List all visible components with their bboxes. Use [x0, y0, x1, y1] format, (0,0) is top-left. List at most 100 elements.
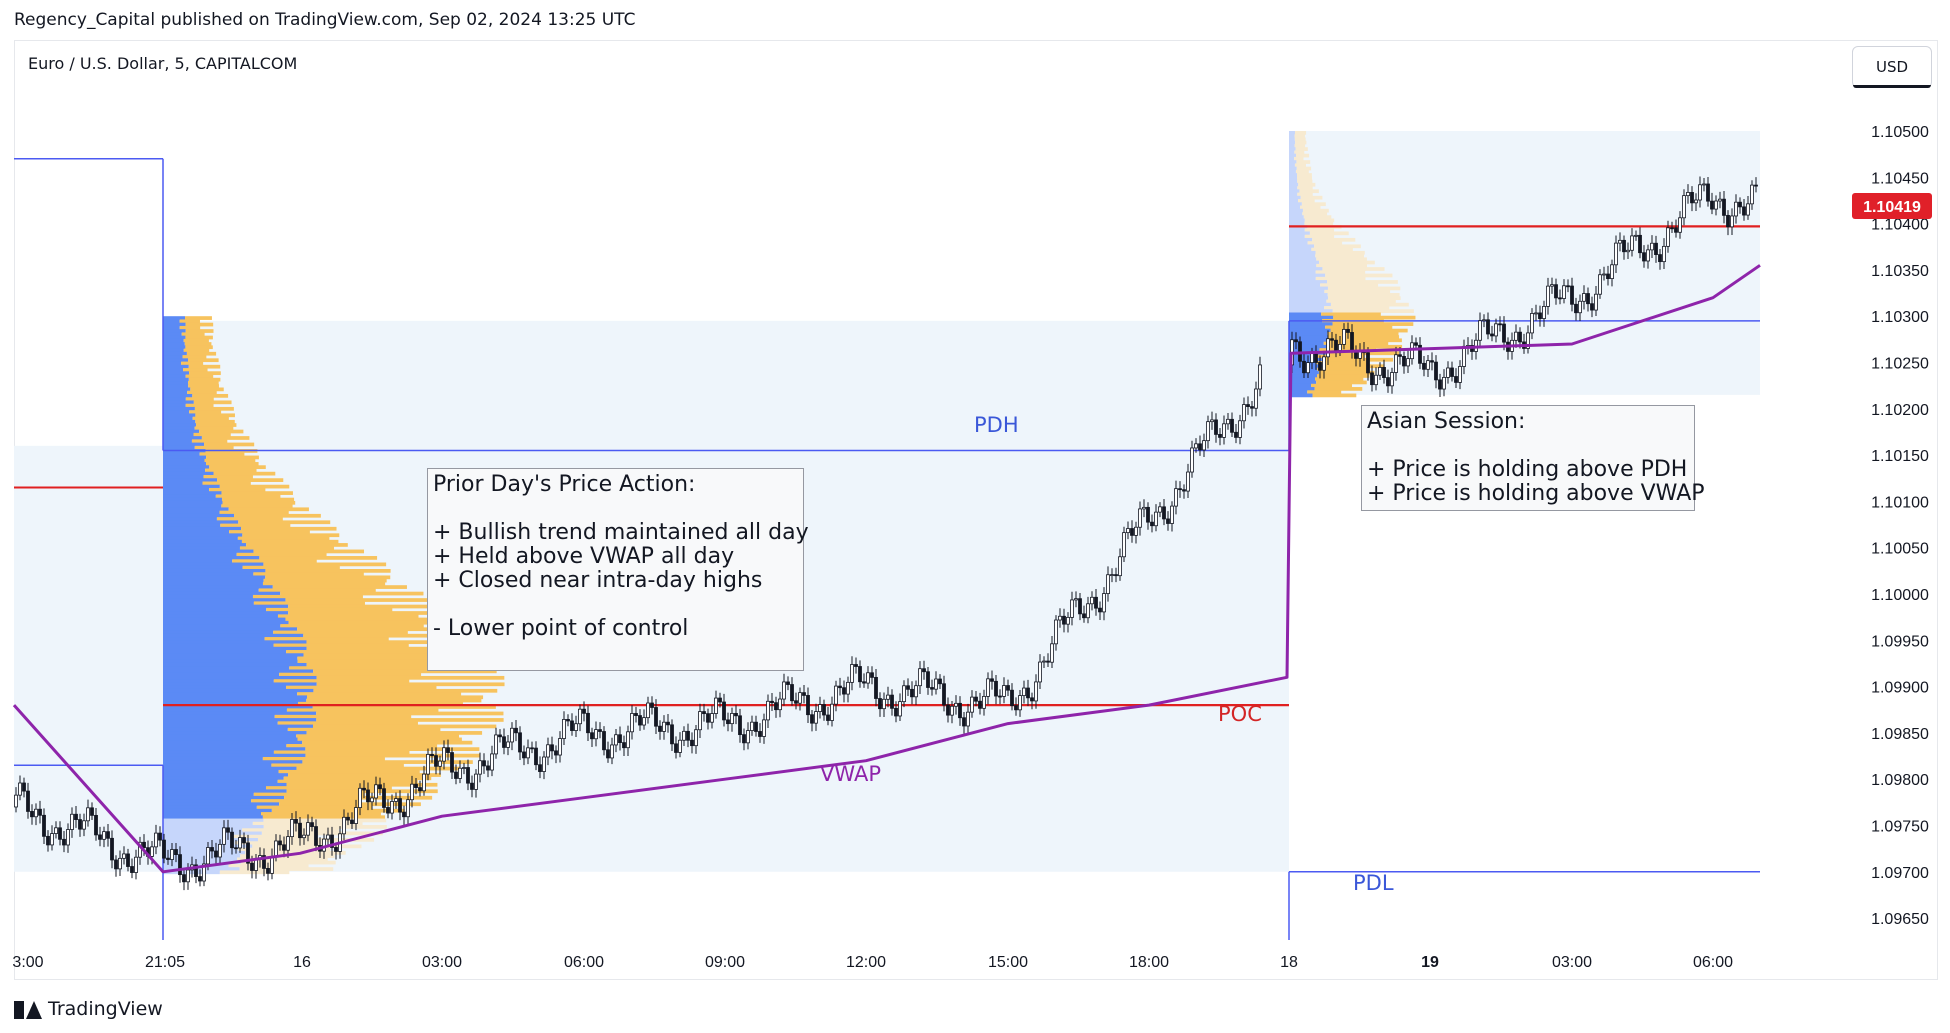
candle	[1662, 238, 1666, 270]
candle	[358, 783, 362, 816]
candle	[134, 849, 138, 880]
profile-bar-blue	[1289, 205, 1301, 210]
candle-body	[870, 672, 874, 678]
profile-bar-yellow	[189, 410, 222, 414]
candle	[770, 692, 774, 711]
profile-bar-yellow	[1327, 335, 1400, 339]
candle-body	[198, 876, 202, 882]
candle-body	[1050, 643, 1054, 663]
asian-session-annotation[interactable]: Asian Session: + Price is holding above …	[1361, 405, 1705, 511]
candle	[898, 693, 902, 722]
profile-bar-blue	[1289, 315, 1334, 320]
profile-bar-blue	[1289, 192, 1298, 197]
profile-bar-blue	[163, 387, 191, 392]
profile-bar-blue	[163, 763, 272, 768]
y-tick-label: 1.10000	[1871, 587, 1929, 604]
candle	[954, 695, 958, 715]
candle-body	[378, 784, 382, 790]
profile-bar-yellow	[1294, 150, 1305, 155]
candle-body	[226, 827, 230, 833]
candle-body	[114, 859, 118, 870]
profile-bar-blue	[1289, 182, 1299, 187]
profile-bar-yellow	[307, 695, 484, 700]
profile-bar-blue	[163, 640, 307, 645]
profile-bar-blue	[163, 786, 266, 790]
candle	[82, 813, 86, 837]
profile-bar-blue	[163, 374, 186, 379]
profile-bar-yellow	[188, 364, 221, 369]
candle-body	[322, 838, 326, 852]
candle	[1182, 484, 1186, 499]
candle-body	[1530, 313, 1534, 334]
candle-body	[474, 773, 478, 790]
candle	[1406, 350, 1410, 373]
candle-body	[430, 754, 434, 757]
candle	[166, 849, 170, 865]
candle	[1122, 526, 1126, 563]
currency-button[interactable]: USD	[1852, 46, 1932, 88]
candle	[1390, 367, 1394, 394]
candle	[1210, 411, 1214, 430]
candle-body	[934, 678, 938, 690]
candle	[970, 690, 974, 718]
candle	[918, 661, 922, 695]
candle-body	[1514, 331, 1518, 341]
profile-bar-blue	[1289, 147, 1296, 151]
profile-bar-blue	[163, 850, 246, 855]
profile-bar-blue	[1289, 202, 1302, 207]
profile-bar-yellow	[1323, 341, 1389, 346]
profile-bar-blue	[163, 523, 221, 528]
candle	[914, 680, 918, 705]
candle-body	[1430, 360, 1434, 363]
profile-bar-blue	[163, 491, 222, 495]
profile-bar-yellow	[297, 656, 462, 661]
candle	[950, 700, 954, 724]
candle-body	[654, 707, 658, 727]
candle-body	[1398, 354, 1402, 357]
profile-bar-yellow	[236, 552, 327, 557]
candle	[966, 703, 970, 733]
candle	[1426, 354, 1430, 378]
profile-bar-yellow	[241, 539, 339, 544]
profile-bar-yellow	[259, 556, 378, 560]
candle	[1734, 194, 1738, 224]
profile-bar-yellow	[253, 792, 365, 797]
candle-body	[1142, 506, 1146, 510]
candle	[1654, 235, 1658, 263]
profile-bar-blue	[163, 620, 289, 625]
profile-bar-yellow	[242, 565, 340, 570]
candle-body	[1066, 616, 1070, 625]
candle-body	[1682, 195, 1686, 219]
profile-bar-yellow	[205, 468, 257, 473]
candle	[1554, 278, 1558, 305]
candle	[1438, 373, 1442, 398]
candle-body	[790, 684, 794, 702]
profile-bar-yellow	[199, 452, 245, 457]
candle	[162, 833, 166, 864]
candle-body	[1126, 528, 1130, 534]
prior-day-annotation[interactable]: Prior Day's Price Action: + Bullish tren…	[427, 468, 809, 671]
profile-bar-blue	[1289, 254, 1316, 258]
candle-body	[1006, 685, 1010, 691]
candle-body	[1294, 339, 1298, 343]
candle	[1574, 297, 1578, 321]
footer-brand[interactable]: TradingView	[14, 998, 163, 1020]
candle-body	[1106, 574, 1110, 594]
candle	[1530, 308, 1534, 340]
profile-bar-yellow	[273, 630, 408, 635]
x-tick-label: 18:00	[1129, 954, 1169, 971]
profile-bar-yellow	[188, 358, 219, 363]
candle-body	[962, 717, 966, 727]
profile-bar-blue	[1289, 160, 1297, 164]
profile-bar-yellow	[1316, 380, 1367, 385]
profile-bar-blue	[163, 594, 253, 599]
profile-bar-blue	[1289, 260, 1320, 265]
candle-body	[682, 730, 686, 741]
candle-body	[18, 782, 22, 796]
candle-body	[406, 799, 410, 818]
candle	[762, 713, 766, 744]
profile-bar-blue	[163, 744, 287, 748]
candle-body	[1598, 274, 1602, 295]
profile-bar-yellow	[1304, 228, 1335, 232]
